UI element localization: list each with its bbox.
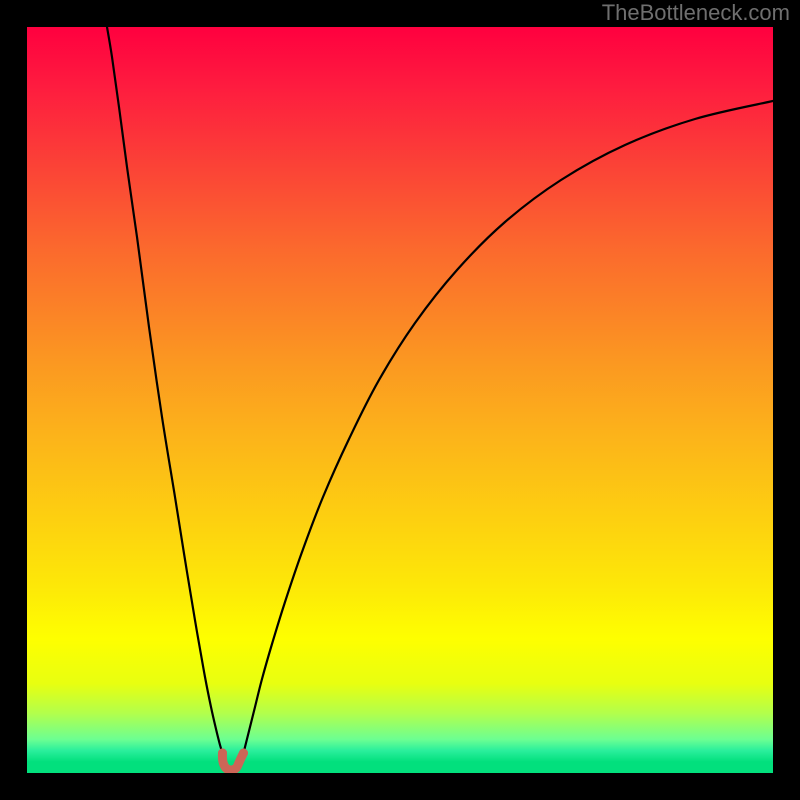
chart-container: TheBottleneck.com: [0, 0, 800, 800]
marker-cap-right: [239, 749, 248, 758]
bottleneck-chart: TheBottleneck.com: [0, 0, 800, 800]
watermark-text: TheBottleneck.com: [602, 0, 790, 25]
plot-background: [27, 27, 773, 773]
marker-cap-left: [218, 749, 227, 758]
